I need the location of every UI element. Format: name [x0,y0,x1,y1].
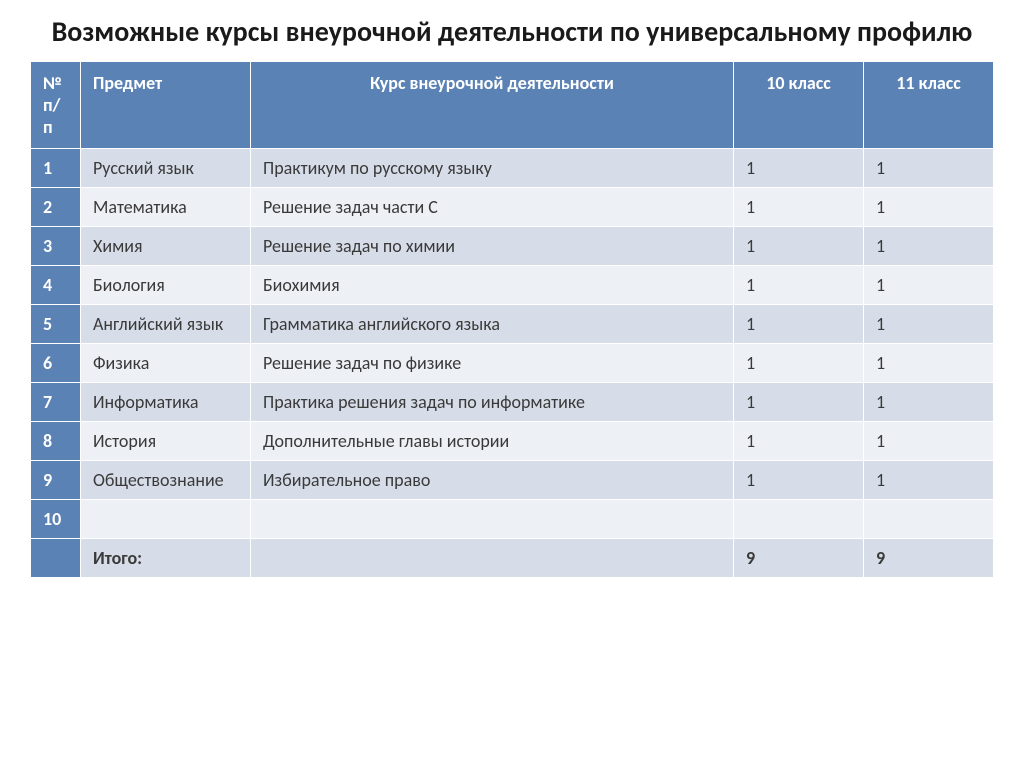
table-row: 4БиологияБиохимия11 [31,265,994,304]
total-course [251,538,734,577]
cell-grade11: 1 [864,265,994,304]
row-number: 2 [31,187,81,226]
page-title: Возможные курсы внеурочной деятельности … [30,15,994,49]
cell-grade11: 1 [864,226,994,265]
table-row: 5Английский языкГрамматика английского я… [31,304,994,343]
table-row: 3ХимияРешение задач по химии11 [31,226,994,265]
header-course: Курс внеурочной деятельности [251,61,734,148]
cell-subject: Английский язык [81,304,251,343]
total-row: Итого: 99 [31,538,994,577]
cell-grade11: 1 [864,382,994,421]
row-number: 10 [31,499,81,538]
row-number: 3 [31,226,81,265]
header-grade10: 10 класс [734,61,864,148]
cell-subject: Биология [81,265,251,304]
courses-table: № п/п Предмет Курс внеурочной деятельнос… [30,61,994,578]
table-row: 9ОбществознаниеИзбирательное право11 [31,460,994,499]
cell-grade11: 1 [864,304,994,343]
cell-grade11: 1 [864,148,994,187]
cell-grade10: 1 [734,421,864,460]
table-row: 10 [31,499,994,538]
cell-grade11 [864,499,994,538]
row-number: 4 [31,265,81,304]
cell-course: Грамматика английского языка [251,304,734,343]
total-grade10: 9 [734,538,864,577]
cell-subject: Русский язык [81,148,251,187]
cell-course: Решение задач по физике [251,343,734,382]
cell-course: Практикум по русскому языку [251,148,734,187]
cell-grade10: 1 [734,304,864,343]
cell-grade10: 1 [734,187,864,226]
cell-grade10: 1 [734,148,864,187]
cell-course [251,499,734,538]
table-row: 8ИсторияДополнительные главы истории11 [31,421,994,460]
cell-course: Решение задач части С [251,187,734,226]
cell-subject: Математика [81,187,251,226]
row-number: 5 [31,304,81,343]
cell-subject [81,499,251,538]
cell-subject: Информатика [81,382,251,421]
table-row: 7ИнформатикаПрактика решения задач по ин… [31,382,994,421]
header-subject: Предмет [81,61,251,148]
cell-grade10: 1 [734,343,864,382]
row-number: 9 [31,460,81,499]
cell-subject: Обществознание [81,460,251,499]
cell-grade11: 1 [864,421,994,460]
total-grade11: 9 [864,538,994,577]
cell-grade11: 1 [864,187,994,226]
cell-subject: Химия [81,226,251,265]
cell-subject: Физика [81,343,251,382]
cell-course: Практика решения задач по информатике [251,382,734,421]
header-num: № п/п [31,61,81,148]
cell-grade10: 1 [734,460,864,499]
cell-course: Избирательное право [251,460,734,499]
cell-grade11: 1 [864,343,994,382]
cell-course: Решение задач по химии [251,226,734,265]
cell-grade10: 1 [734,265,864,304]
row-number: 7 [31,382,81,421]
table-row: 2МатематикаРешение задач части С11 [31,187,994,226]
total-number [31,538,81,577]
cell-grade11: 1 [864,460,994,499]
header-grade11: 11 класс [864,61,994,148]
cell-subject: История [81,421,251,460]
cell-course: Биохимия [251,265,734,304]
cell-grade10: 1 [734,226,864,265]
cell-grade10: 1 [734,382,864,421]
total-label: Итого: [81,538,251,577]
table-row: 6ФизикаРешение задач по физике11 [31,343,994,382]
row-number: 8 [31,421,81,460]
cell-course: Дополнительные главы истории [251,421,734,460]
table-row: 1Русский языкПрактикум по русскому языку… [31,148,994,187]
row-number: 6 [31,343,81,382]
cell-grade10 [734,499,864,538]
row-number: 1 [31,148,81,187]
